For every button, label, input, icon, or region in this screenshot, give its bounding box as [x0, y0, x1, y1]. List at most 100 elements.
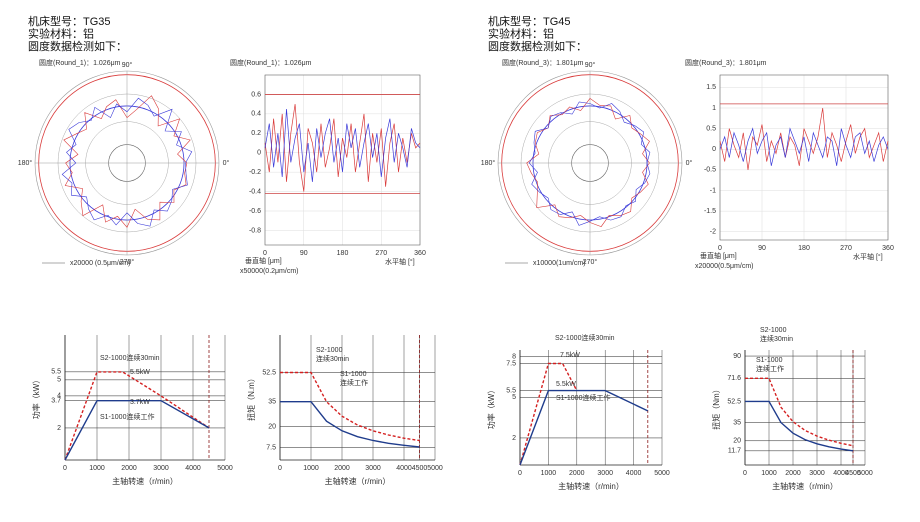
y-axis-label: 垂直轴 [μm] [700, 251, 737, 260]
annotation: 7.5kW [560, 352, 580, 359]
series-line [719, 107, 889, 170]
annotation: 连续工作 [756, 364, 784, 373]
x-tick-label: 1000 [541, 470, 557, 477]
annotation: 连续30min [760, 334, 793, 343]
x-tick-label: 90 [300, 250, 308, 257]
x-tick-label: 360 [414, 250, 426, 257]
series-line [64, 400, 210, 461]
annotation: S2-1000连续30min [100, 353, 160, 362]
angle-label: 180° [18, 159, 33, 167]
x-tick-label: 2000 [121, 465, 137, 472]
header-line: 机床型号：TG45 [488, 14, 571, 28]
x-tick-label: 2000 [334, 465, 350, 472]
y-tick-label: 11.7 [728, 448, 741, 455]
annotation: S1-1000连续工作 [556, 393, 610, 402]
annotation: S2-1000连续30min [555, 333, 615, 342]
y-axis-label: 扭矩（N.m） [246, 374, 256, 421]
y-tick-label: 4 [57, 393, 61, 400]
angle-label: 90° [122, 61, 133, 69]
x-tick-label: 180 [337, 250, 349, 257]
chart-title: 圆度(Round_1)：1.026μm [230, 58, 312, 67]
x-tick-label: 3000 [365, 465, 381, 472]
y-tick-label: -0.5 [704, 167, 716, 174]
y-axis-label: 功率（kW） [486, 386, 496, 430]
x-axis-label: 水平轴 [°] [385, 257, 415, 266]
y-tick-label: 5 [512, 394, 516, 401]
polar-trace [63, 95, 191, 228]
x-axis-label: 主轴转速（r/min） [325, 476, 391, 486]
y-tick-label: 0.5 [706, 125, 716, 132]
angle-label: 270° [120, 258, 135, 266]
y-axis-label: 扭矩（Nm） [711, 385, 721, 429]
x-tick-label: 1000 [89, 465, 105, 472]
y-tick-label: 5.5 [51, 369, 61, 376]
y-tick-label: 1.5 [706, 84, 716, 91]
series-line [264, 108, 421, 182]
series-line [745, 400, 854, 452]
header-line: 机床型号：TG35 [28, 14, 111, 28]
y-axis-label: 垂直轴 [μm] [245, 256, 282, 265]
annotation: 3.7kW [130, 399, 150, 406]
x-tick-label: 0 [718, 245, 722, 252]
plot-frame [264, 74, 421, 246]
y-tick-label: 1 [712, 105, 716, 112]
series-line [519, 389, 649, 466]
series-line [280, 401, 420, 448]
x-tick-label: 270 [840, 245, 852, 252]
x-axis-label: 主轴转速（r/min） [558, 481, 624, 491]
header-line: 实验材料：铝 [488, 26, 554, 40]
annotation: 连续工作 [340, 378, 368, 387]
chart-title: 圆度(Round_3)：1.801μm [502, 58, 584, 67]
y-tick-label: 20 [268, 424, 276, 431]
angle-label: 0° [686, 159, 693, 167]
x-tick-label: 0 [263, 250, 267, 257]
annotation: S2-1000 [760, 327, 787, 334]
annotation: S2-1000 [316, 347, 343, 354]
x-tick-label: 5000 [857, 470, 873, 477]
angle-label: 90° [585, 61, 596, 69]
y-tick-label: 5.5 [506, 387, 516, 394]
y-tick-label: 2 [57, 425, 61, 432]
scale-label: x20000 (0.5μm/cm) [70, 260, 130, 267]
y-tick-label: -0.8 [249, 227, 261, 234]
series-line [264, 104, 421, 192]
x-tick-label: 5000 [427, 465, 443, 472]
x-tick-label: 360 [882, 245, 894, 252]
y-tick-label: 52.5 [262, 369, 276, 376]
x-tick-label: 2000 [785, 470, 801, 477]
x-tick-label: 3000 [597, 470, 613, 477]
y-tick-label: -1 [710, 187, 716, 194]
x-tick-label: 0 [743, 470, 747, 477]
y-tick-label: 71.6 [727, 375, 741, 382]
x-tick-label: 90 [758, 245, 766, 252]
y-tick-label: 0 [712, 146, 716, 153]
annotation: 5.5kW [556, 381, 576, 388]
x-tick-label: 0 [518, 470, 522, 477]
chart-title: 圆度(Round_3)：1.801μm [685, 58, 767, 67]
x-tick-label: 4000 [833, 470, 849, 477]
series-line [280, 371, 420, 442]
polar-trace [528, 101, 651, 226]
x-tick-label: 2000 [569, 470, 585, 477]
header-line: 圆度数据检测如下： [488, 39, 587, 53]
annotation: S1-1000连续工作 [100, 412, 154, 421]
x-axis-label: 主轴转速（r/min） [112, 476, 178, 486]
x-axis-label: 水平轴 [°] [853, 252, 883, 261]
y-tick-label: -0.2 [249, 169, 261, 176]
y-tick-label: -2 [710, 229, 716, 236]
y-tick-label: -0.4 [249, 188, 261, 195]
x-tick-label: 1000 [303, 465, 319, 472]
header-line: 实验材料：铝 [28, 26, 94, 40]
x-tick-label: 0 [278, 465, 282, 472]
y-tick-label: 3.7 [51, 398, 61, 405]
annotation: 连续30min [316, 354, 349, 363]
x-tick-label: 4000 [396, 465, 412, 472]
angle-label: 0° [223, 159, 230, 167]
series-line [64, 371, 210, 461]
x-tick-label: 270 [375, 250, 387, 257]
header-line: 圆度数据检测如下： [28, 39, 127, 53]
scale-label: x20000(0.5μm/cm) [695, 263, 754, 270]
y-tick-label: 90 [733, 353, 741, 360]
y-tick-label: 7.5 [266, 444, 276, 451]
